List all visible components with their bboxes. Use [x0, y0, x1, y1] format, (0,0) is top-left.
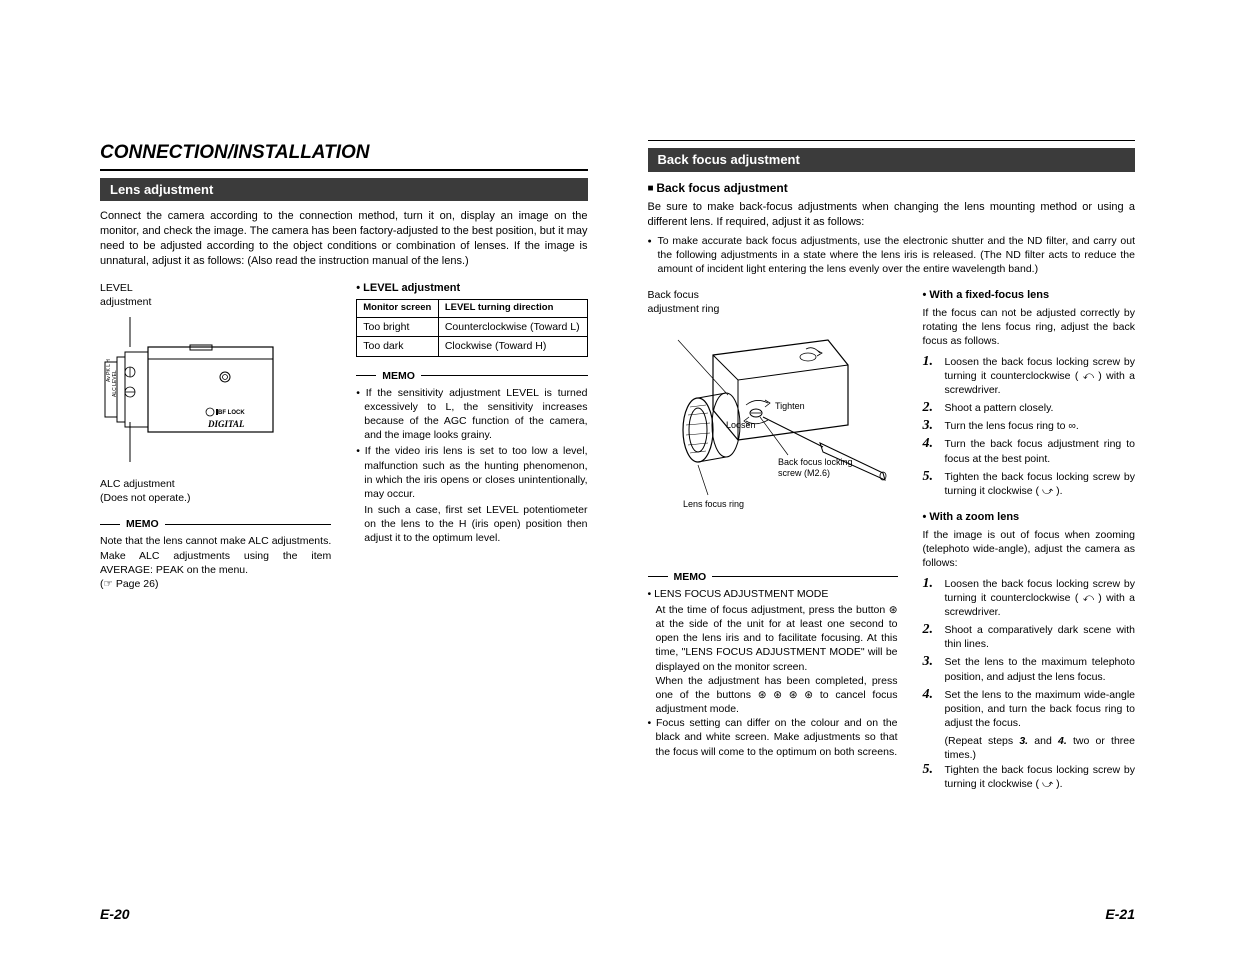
- main-title: CONNECTION/INSTALLATION: [100, 140, 588, 171]
- svg-text:Back focus locking: Back focus locking: [778, 457, 853, 467]
- step-5: 5Tighten the back focus locking screw by…: [923, 470, 1136, 498]
- memo2-item: If the video iris lens is set to too low…: [356, 444, 587, 501]
- memo-box-1: MEMO Note that the lens cannot make ALC …: [100, 517, 331, 591]
- memo3-item2: Focus setting can differ on the colour a…: [648, 716, 898, 759]
- step-3: 3Turn the lens focus ring to ∞.: [923, 419, 1136, 433]
- back-focus-diagram: Tighten Loosen: [648, 325, 898, 510]
- label-level: LEVEL adjustment: [100, 281, 331, 309]
- memo3-list2: Focus setting can differ on the colour a…: [648, 716, 898, 759]
- label-alc: ALC adjustment (Does not operate.): [100, 477, 331, 505]
- camera-diagram: Av PK L H ALC LEVEL BF LOCK DIGITAL: [100, 317, 331, 467]
- intro-text: Connect the camera according to the conn…: [100, 209, 588, 268]
- table-row: Too bright Counterclockwise (Toward L): [357, 318, 587, 337]
- table-row: Too dark Clockwise (Toward H): [357, 337, 587, 356]
- svg-text:Lens focus ring: Lens focus ring: [683, 499, 744, 509]
- level-heading: • LEVEL adjustment: [356, 281, 587, 296]
- memo1-text: Note that the lens cannot make ALC adjus…: [100, 534, 331, 577]
- step-1: 1Loosen the back focus locking screw by …: [923, 355, 1136, 398]
- th-direction: LEVEL turning direction: [438, 300, 587, 318]
- th-monitor: Monitor screen: [357, 300, 439, 318]
- zoom-step5-list: 5Tighten the back focus locking screw by…: [923, 763, 1136, 791]
- zstep-5: 5Tighten the back focus locking screw by…: [923, 763, 1136, 791]
- page-number-right: E-21: [648, 905, 1136, 924]
- svg-text:BF LOCK: BF LOCK: [218, 410, 245, 416]
- memo2-tail: In such a case, first set LEVEL potentio…: [356, 503, 587, 546]
- svg-text:DIGITAL: DIGITAL: [207, 419, 245, 429]
- zstep-4: 4Set the lens to the maximum wide-angle …: [923, 688, 1136, 731]
- section-back-focus: Back focus adjustment: [648, 148, 1136, 172]
- right-column: • LEVEL adjustment Monitor screen LEVEL …: [356, 281, 587, 592]
- fixed-heading: With a fixed-focus lens: [923, 288, 1136, 303]
- zstep-1: 1Loosen the back focus locking screw by …: [923, 577, 1136, 620]
- level-table: Monitor screen LEVEL turning direction T…: [356, 299, 587, 356]
- memo3-list: LENS FOCUS ADJUSTMENT MODE: [648, 587, 898, 601]
- zstep-2: 2Shoot a comparatively dark scene with t…: [923, 623, 1136, 651]
- left-column: LEVEL adjustment: [100, 281, 331, 592]
- right-page: Back focus adjustment Back focus adjustm…: [648, 140, 1136, 924]
- diagram-column: Back focus adjustment ring: [648, 288, 898, 803]
- section-lens-adjustment: Lens adjustment: [100, 178, 588, 202]
- bullet-note: To make accurate back focus adjustments,…: [648, 234, 1136, 277]
- fixed-intro: If the focus can not be adjusted correct…: [923, 306, 1136, 349]
- zoom-steps: 1Loosen the back focus locking screw by …: [923, 577, 1136, 731]
- zstep-3: 3Set the lens to the maximum telephoto p…: [923, 655, 1136, 683]
- label-loosen: Loosen: [726, 420, 756, 430]
- zoom-intro: If the image is out of focus when zoomin…: [923, 528, 1136, 571]
- memo3-text1: At the time of focus adjustment, press t…: [648, 603, 898, 674]
- memo-box-3: MEMO LENS FOCUS ADJUSTMENT MODE At the t…: [648, 570, 898, 759]
- fixed-steps: 1Loosen the back focus locking screw by …: [923, 355, 1136, 499]
- label-tighten: Tighten: [775, 401, 805, 411]
- label-ring: Back focus adjustment ring: [648, 288, 898, 316]
- memo-box-2: MEMO If the sensitivity adjustment LEVEL…: [356, 369, 587, 546]
- zoom-repeat: (Repeat steps 3. and 4. two or three tim…: [923, 734, 1136, 762]
- step-4: 4Turn the back focus adjustment ring to …: [923, 437, 1136, 465]
- memo1-ref: (☞ Page 26): [100, 577, 331, 591]
- svg-text:screw (M2.6): screw (M2.6): [778, 468, 830, 478]
- zoom-heading: With a zoom lens: [923, 510, 1136, 525]
- right-intro: Be sure to make back-focus adjustments w…: [648, 200, 1136, 230]
- memo3-text2: When the adjustment has been completed, …: [648, 674, 898, 717]
- memo3-item: LENS FOCUS ADJUSTMENT MODE: [648, 587, 898, 601]
- page-number-left: E-20: [100, 905, 588, 924]
- svg-text:ALC LEVEL: ALC LEVEL: [112, 370, 118, 397]
- instructions-column: With a fixed-focus lens If the focus can…: [923, 288, 1136, 803]
- sub-title: Back focus adjustment: [648, 180, 1136, 197]
- memo2-item: If the sensitivity adjustment LEVEL is t…: [356, 386, 587, 443]
- memo2-list: If the sensitivity adjustment LEVEL is t…: [356, 386, 587, 501]
- left-page: CONNECTION/INSTALLATION Lens adjustment …: [100, 140, 588, 924]
- step-2: 2Shoot a pattern closely.: [923, 401, 1136, 415]
